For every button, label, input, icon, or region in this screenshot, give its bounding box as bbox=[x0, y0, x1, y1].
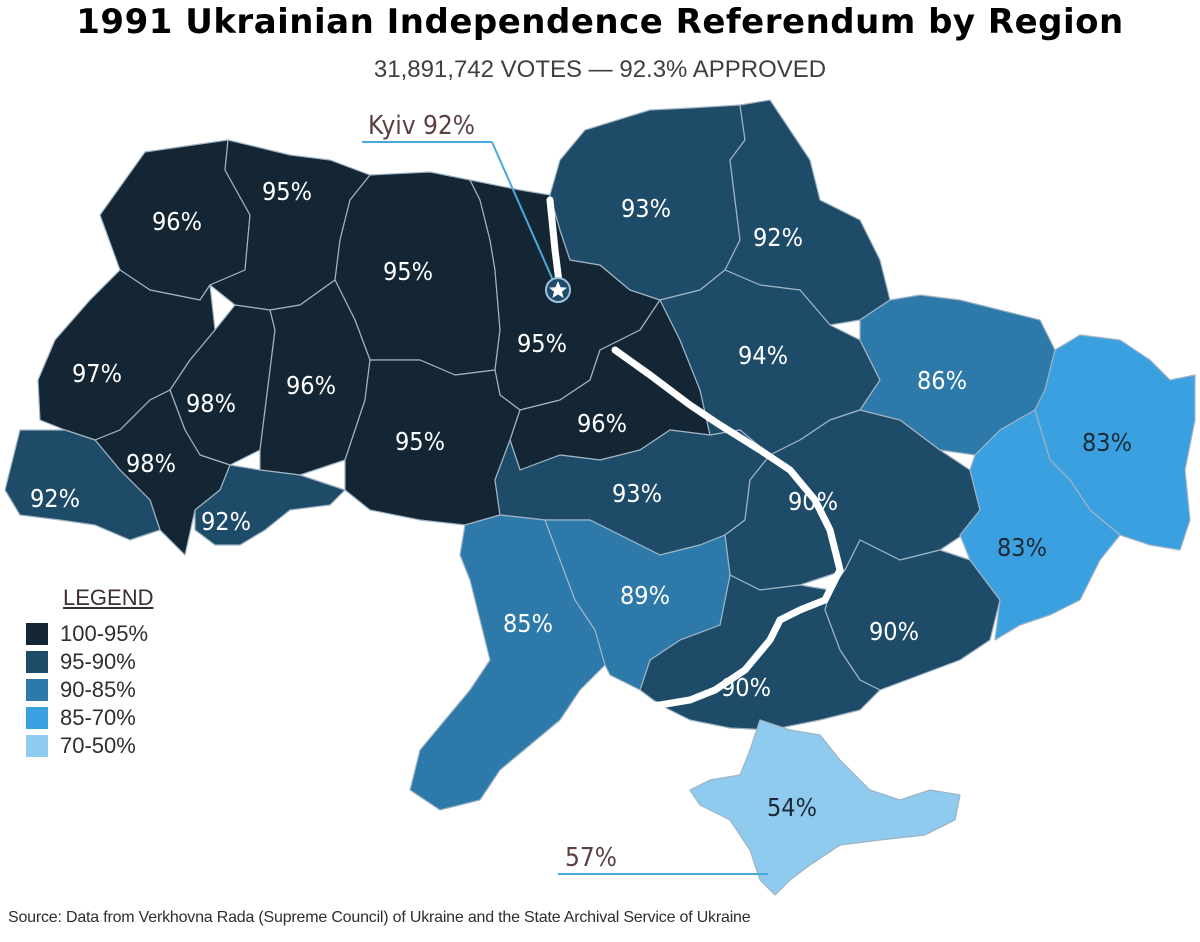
region-label: 95% bbox=[395, 427, 445, 456]
region-label: 96% bbox=[286, 371, 336, 400]
legend: LEGEND 100-95% 95-90% 90-85% 85-70% 70-5… bbox=[26, 585, 226, 765]
region-label: 92% bbox=[201, 507, 251, 536]
region-sumy[interactable] bbox=[724, 99, 891, 326]
legend-swatch bbox=[26, 735, 48, 757]
page-subtitle: 31,891,742 VOTES — 92.3% APPROVED bbox=[373, 56, 827, 83]
region-label: 95% bbox=[262, 177, 312, 206]
region-label: 98% bbox=[126, 449, 176, 478]
region-label: 96% bbox=[577, 409, 627, 438]
region-crimea[interactable] bbox=[689, 719, 961, 896]
legend-item: 95-90% bbox=[26, 649, 136, 675]
region-label: 98% bbox=[186, 389, 236, 418]
legend-item: 100-95% bbox=[26, 621, 148, 647]
region-label: 94% bbox=[738, 341, 788, 370]
legend-item: 85-70% bbox=[26, 705, 136, 731]
region-donetsk[interactable] bbox=[959, 409, 1121, 641]
legend-swatch bbox=[26, 623, 48, 645]
region-label: 95% bbox=[383, 257, 433, 286]
legend-label: 95-90% bbox=[60, 649, 136, 674]
region-label: 92% bbox=[30, 484, 80, 513]
legend-swatch bbox=[26, 679, 48, 701]
legend-label: 90-85% bbox=[60, 677, 136, 702]
region-mykolaiv[interactable] bbox=[544, 519, 731, 691]
legend-title: LEGEND bbox=[63, 585, 154, 610]
region-label: 93% bbox=[621, 194, 671, 223]
region-zakarpattia[interactable] bbox=[4, 429, 161, 541]
region-label: 83% bbox=[1082, 428, 1132, 457]
region-label: 97% bbox=[72, 359, 122, 388]
legend-label: 85-70% bbox=[60, 705, 136, 730]
page-title: 1991 Ukrainian Independence Referendum b… bbox=[76, 2, 1124, 42]
region-label: 90% bbox=[721, 673, 771, 702]
sevastopol-callout-label: 57% bbox=[565, 843, 617, 873]
legend-item: 90-85% bbox=[26, 677, 136, 703]
kyiv-callout-label: Kyiv 92% bbox=[368, 111, 475, 141]
region-label: 93% bbox=[612, 479, 662, 508]
region-label: 90% bbox=[869, 617, 919, 646]
source-note: Source: Data from Verkhovna Rada (Suprem… bbox=[8, 909, 751, 926]
region-label: 90% bbox=[788, 487, 838, 516]
legend-swatch bbox=[26, 707, 48, 729]
region-label: 54% bbox=[767, 793, 817, 822]
kyiv-callout-leader bbox=[491, 141, 557, 288]
region-label: 96% bbox=[152, 207, 202, 236]
region-label: 95% bbox=[517, 329, 567, 358]
legend-item: 70-50% bbox=[26, 733, 136, 759]
region-label: 83% bbox=[997, 533, 1047, 562]
legend-swatch bbox=[26, 651, 48, 673]
legend-label: 100-95% bbox=[60, 621, 149, 646]
region-label: 85% bbox=[503, 609, 553, 638]
kyiv-star-icon[interactable] bbox=[545, 277, 571, 303]
region-chernivtsi[interactable] bbox=[194, 464, 346, 546]
region-label: 92% bbox=[753, 223, 803, 252]
region-label: 86% bbox=[917, 366, 967, 395]
legend-label: 70-50% bbox=[60, 733, 136, 758]
region-label: 89% bbox=[620, 581, 670, 610]
dnieper-river bbox=[546, 196, 844, 709]
